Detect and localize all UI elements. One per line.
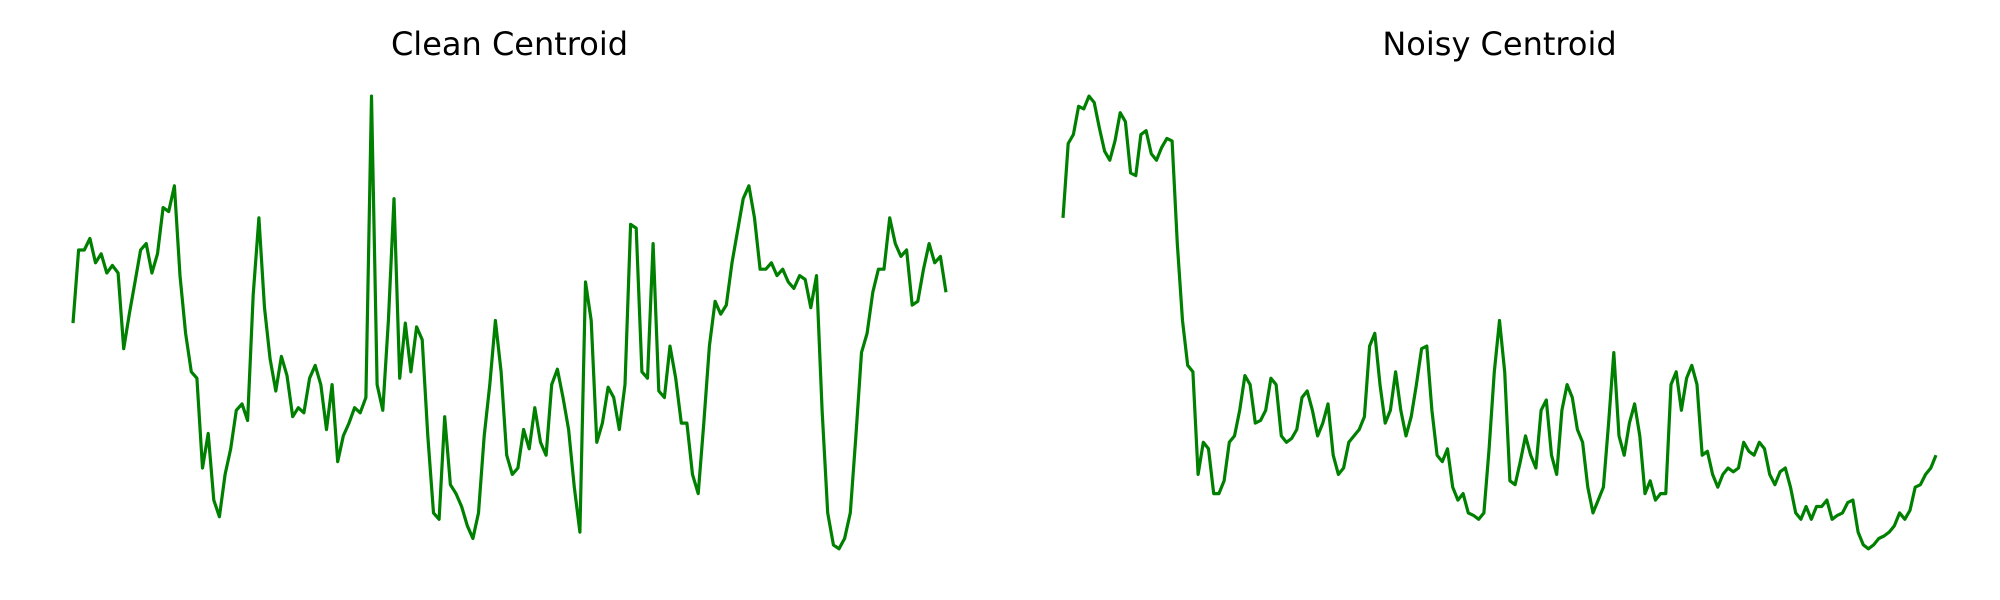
line [71, 94, 948, 551]
line [1061, 94, 1938, 551]
chart-title: Clean Centroid [391, 25, 628, 63]
chart-title: Noisy Centroid [1382, 25, 1616, 63]
